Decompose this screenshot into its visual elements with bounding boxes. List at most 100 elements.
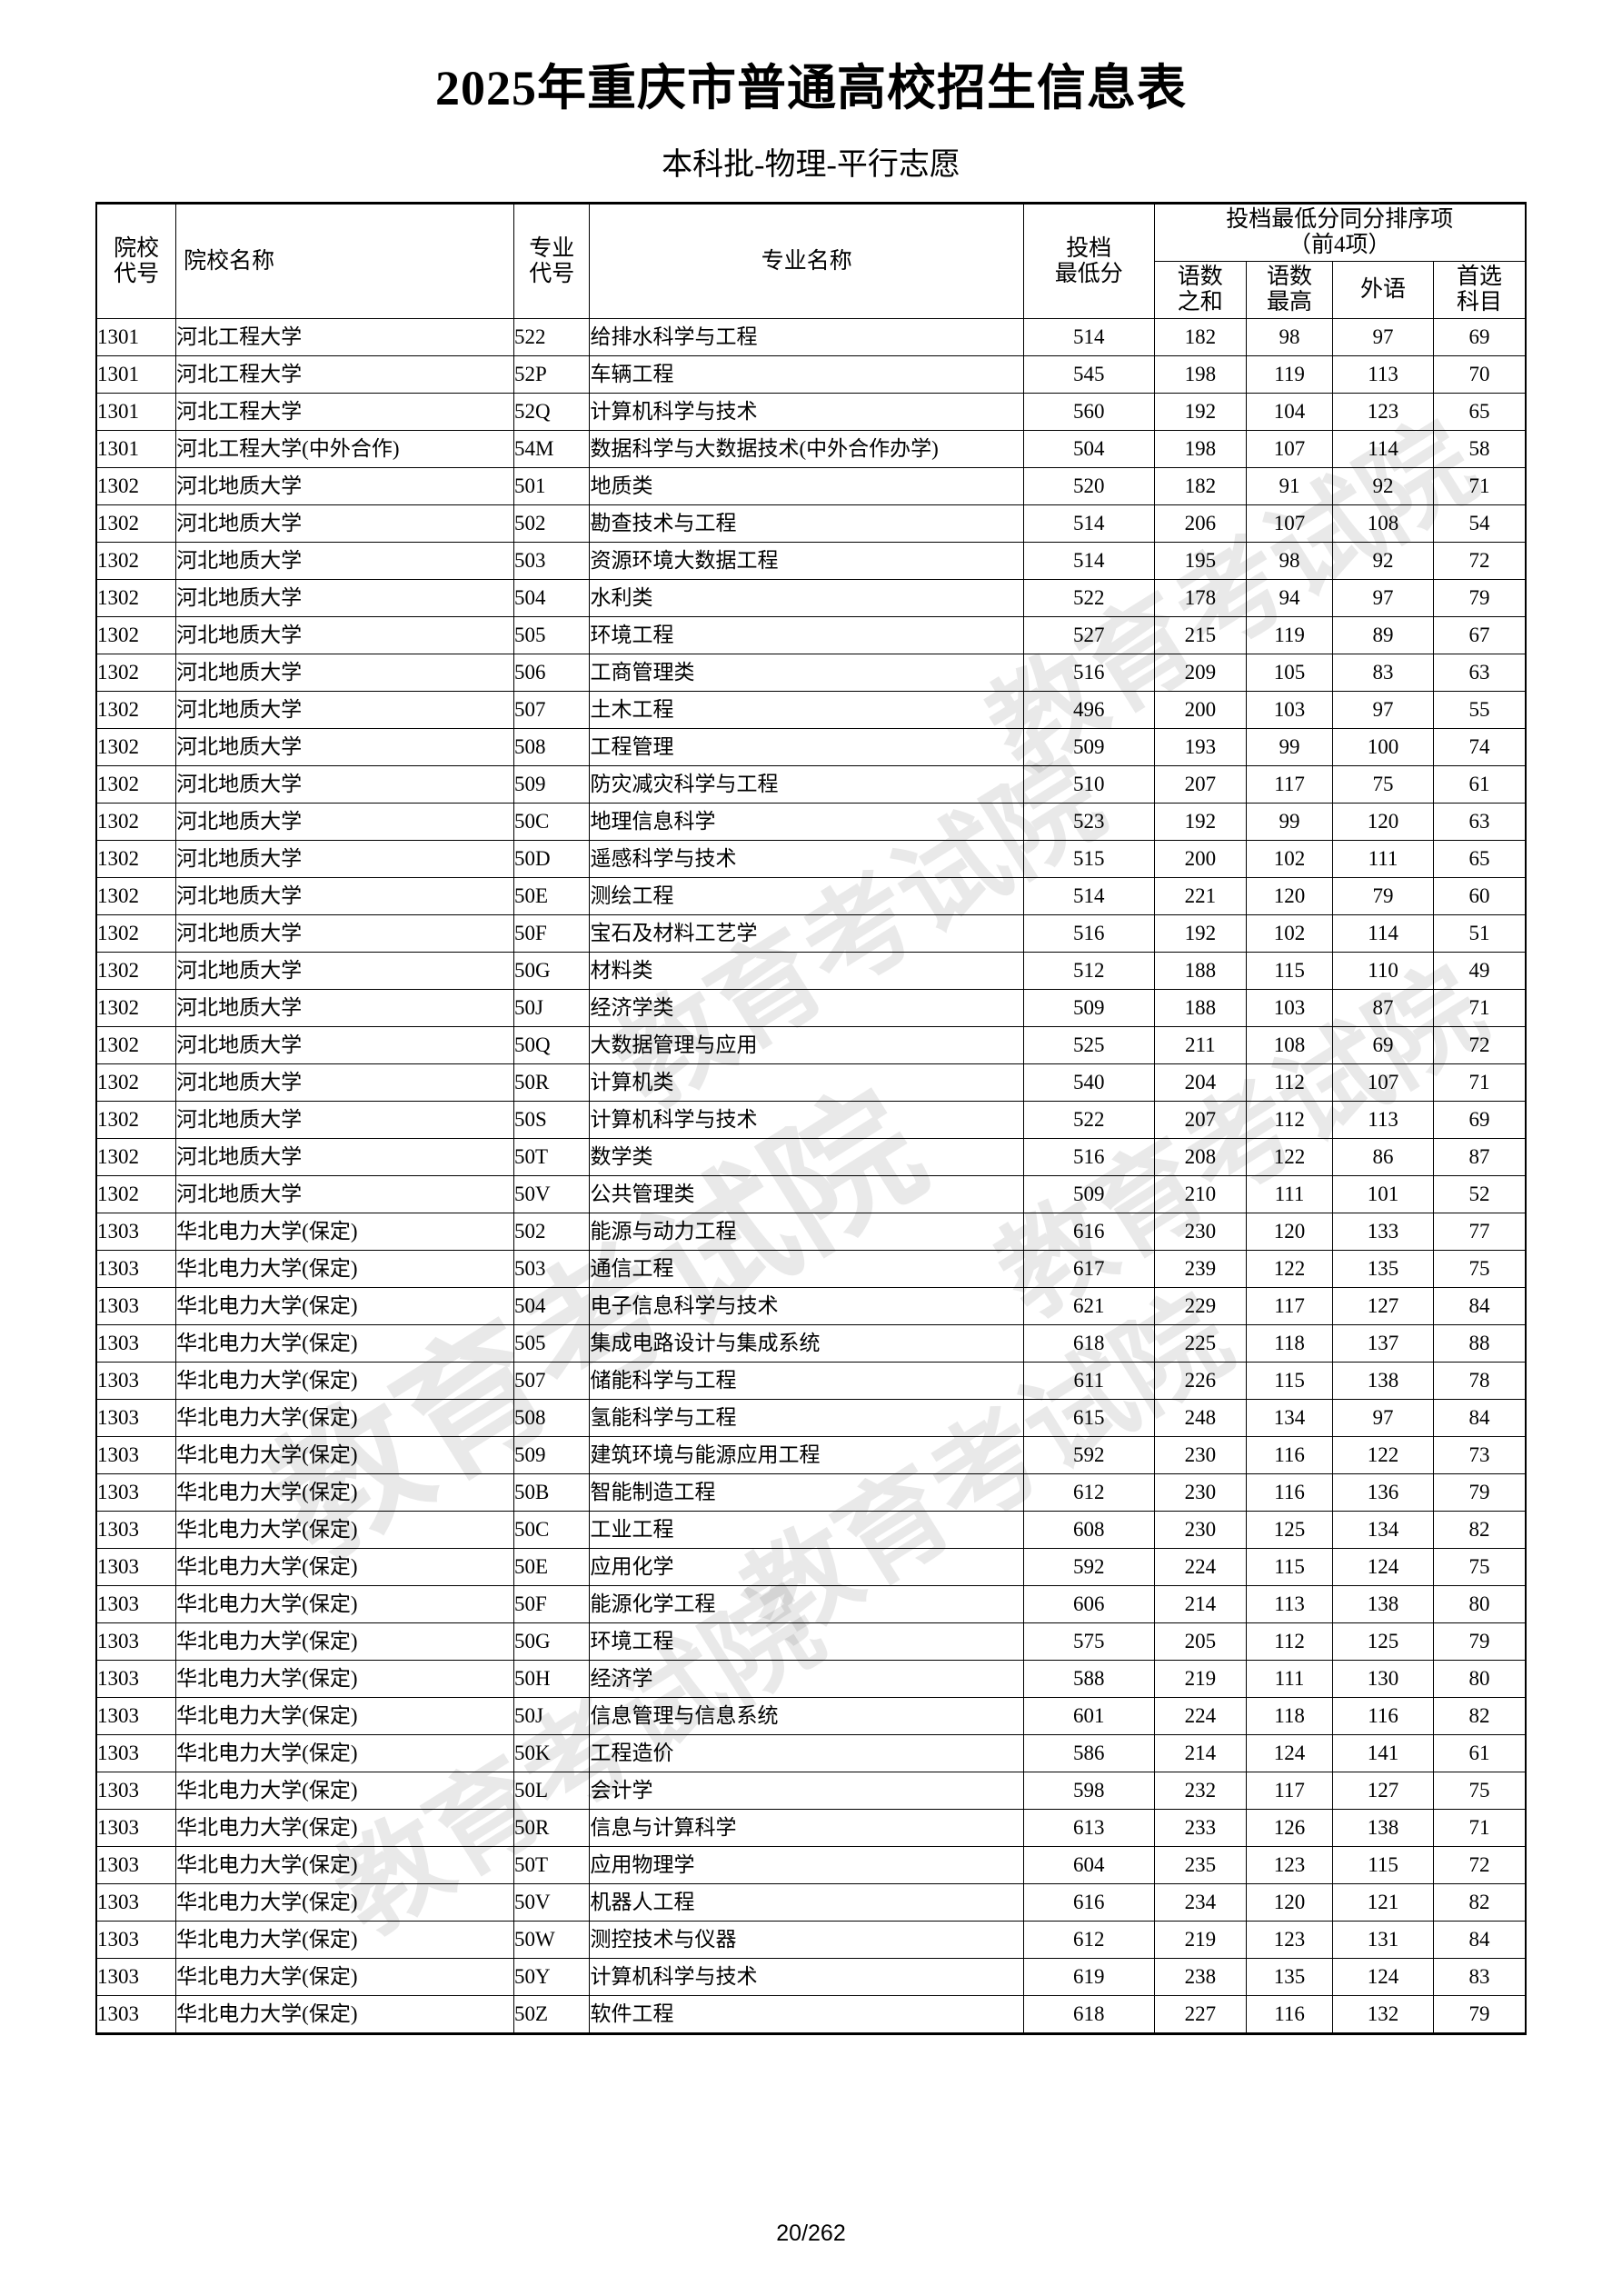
cell-first-choice-subject: 75 (1433, 1548, 1527, 1586)
cell-chinese-math-max: 112 (1246, 1622, 1334, 1661)
cell-min-score: 611 (1022, 1362, 1155, 1400)
page-subtitle: 本科批-物理-平行志愿 (662, 148, 960, 182)
cell-min-score: 509 (1022, 728, 1155, 766)
cell-major-name: 车辆工程 (589, 355, 1024, 394)
cell-min-score: 616 (1022, 1213, 1155, 1251)
page-title: 2025年重庆市普通高校招生信息表 (435, 61, 1187, 115)
cell-chinese-math-max: 134 (1246, 1399, 1334, 1437)
cell-foreign-language: 137 (1332, 1324, 1434, 1363)
cell-foreign-language: 133 (1332, 1213, 1434, 1251)
cell-major-name: 经济学类 (589, 989, 1024, 1027)
cell-foreign-language: 124 (1332, 1958, 1434, 1996)
cell-school-code: 1303 (95, 1809, 177, 1847)
cell-min-score: 606 (1022, 1585, 1155, 1623)
cell-min-score: 523 (1022, 803, 1155, 841)
cell-foreign-language: 108 (1332, 504, 1434, 543)
header-sub2-line2: 最高 (1267, 290, 1313, 314)
cell-chinese-math-max: 108 (1246, 1026, 1334, 1064)
cell-foreign-language: 111 (1332, 840, 1434, 878)
cell-major-code: 50C (513, 803, 591, 841)
cell-foreign-language: 130 (1332, 1660, 1434, 1698)
table-row: 1303 华北电力大学(保定) 502 能源与动力工程 616 230 120 133 77 (95, 1213, 1527, 1251)
cell-major-code: 50V (513, 1175, 591, 1213)
cell-chinese-math-sum: 232 (1153, 1772, 1248, 1810)
cell-chinese-math-max: 116 (1246, 1473, 1334, 1512)
cell-first-choice-subject: 84 (1433, 1399, 1527, 1437)
cell-min-score: 512 (1022, 952, 1155, 990)
cell-min-score: 525 (1022, 1026, 1155, 1064)
cell-major-code: 50E (513, 1548, 591, 1586)
cell-min-score: 504 (1022, 430, 1155, 468)
cell-min-score: 522 (1022, 1101, 1155, 1139)
cell-school-code: 1301 (95, 318, 177, 356)
admission-info-table: 院校 代号 院校名称 专业 代号 专业名称 投档 最低分 投档最低分同分排序项 (95, 202, 1527, 2035)
cell-foreign-language: 113 (1332, 355, 1434, 394)
cell-chinese-math-max: 119 (1246, 616, 1334, 654)
cell-major-name: 应用物理学 (589, 1846, 1024, 1884)
cell-school-code: 1303 (95, 1958, 177, 1996)
cell-school-code: 1303 (95, 1697, 177, 1735)
cell-school-name: 河北工程大学(中外合作) (175, 430, 515, 468)
cell-chinese-math-max: 135 (1246, 1958, 1334, 1996)
cell-school-name: 河北地质大学 (175, 765, 515, 804)
cell-school-code: 1302 (95, 1063, 177, 1102)
cell-first-choice-subject: 65 (1433, 840, 1527, 878)
cell-min-score: 522 (1022, 579, 1155, 617)
cell-first-choice-subject: 82 (1433, 1697, 1527, 1735)
cell-major-code: 50D (513, 840, 591, 878)
cell-major-name: 工商管理类 (589, 654, 1024, 692)
cell-first-choice-subject: 63 (1433, 654, 1527, 692)
cell-school-code: 1302 (95, 803, 177, 841)
cell-chinese-math-sum: 221 (1153, 877, 1248, 915)
cell-school-code: 1302 (95, 914, 177, 953)
cell-major-code: 508 (513, 1399, 591, 1437)
table-row: 1303 华北电力大学(保定) 50L 会计学 598 232 117 127 75 (95, 1772, 1527, 1810)
cell-foreign-language: 134 (1332, 1511, 1434, 1549)
cell-school-code: 1303 (95, 1250, 177, 1288)
cell-major-code: 50Z (513, 1995, 591, 2035)
table-row: 1303 华北电力大学(保定) 50T 应用物理学 604 235 123 115 72 (95, 1846, 1527, 1884)
cell-school-name: 河北地质大学 (175, 616, 515, 654)
table-row: 1303 华北电力大学(保定) 50Y 计算机科学与技术 619 238 135 124 83 (95, 1958, 1527, 1996)
cell-min-score: 545 (1022, 355, 1155, 394)
cell-first-choice-subject: 74 (1433, 728, 1527, 766)
cell-major-name: 水利类 (589, 579, 1024, 617)
cell-major-name: 工程造价 (589, 1734, 1024, 1772)
cell-major-code: 52P (513, 355, 591, 394)
table-row: 1302 河北地质大学 507 土木工程 496 200 103 97 55 (95, 691, 1527, 729)
cell-school-name: 华北电力大学(保定) (175, 1772, 515, 1810)
cell-chinese-math-max: 113 (1246, 1585, 1334, 1623)
cell-major-code: 504 (513, 1287, 591, 1325)
table-row: 1301 河北工程大学(中外合作) 54M 数据科学与大数据技术(中外合作办学) 504… (95, 430, 1527, 468)
cell-chinese-math-max: 115 (1246, 952, 1334, 990)
cell-chinese-math-sum: 178 (1153, 579, 1248, 617)
cell-major-code: 50R (513, 1063, 591, 1102)
cell-chinese-math-max: 102 (1246, 914, 1334, 953)
cell-min-score: 617 (1022, 1250, 1155, 1288)
cell-major-name: 勘查技术与工程 (589, 504, 1024, 543)
cell-major-code: 50T (513, 1846, 591, 1884)
table-row: 1303 华北电力大学(保定) 509 建筑环境与能源应用工程 592 230 116 122… (95, 1436, 1527, 1474)
cell-first-choice-subject: 70 (1433, 355, 1527, 394)
cell-school-code: 1302 (95, 1026, 177, 1064)
cell-chinese-math-max: 118 (1246, 1697, 1334, 1735)
cell-foreign-language: 115 (1332, 1846, 1434, 1884)
table-row: 1302 河北地质大学 509 防灾减灾科学与工程 510 207 117 75 61 (95, 765, 1527, 804)
cell-school-code: 1302 (95, 989, 177, 1027)
cell-school-code: 1302 (95, 765, 177, 804)
cell-first-choice-subject: 72 (1433, 542, 1527, 580)
cell-first-choice-subject: 88 (1433, 1324, 1527, 1363)
cell-chinese-math-max: 111 (1246, 1175, 1334, 1213)
cell-min-score: 612 (1022, 1473, 1155, 1512)
cell-min-score: 604 (1022, 1846, 1155, 1884)
cell-school-name: 河北地质大学 (175, 691, 515, 729)
cell-chinese-math-sum: 230 (1153, 1511, 1248, 1549)
cell-major-code: 502 (513, 1213, 591, 1251)
cell-school-name: 河北地质大学 (175, 654, 515, 692)
table-row: 1303 华北电力大学(保定) 50E 应用化学 592 224 115 124 75 (95, 1548, 1527, 1586)
cell-min-score: 515 (1022, 840, 1155, 878)
cell-school-name: 河北地质大学 (175, 579, 515, 617)
cell-first-choice-subject: 73 (1433, 1436, 1527, 1474)
cell-first-choice-subject: 61 (1433, 1734, 1527, 1772)
cell-major-name: 软件工程 (589, 1995, 1024, 2035)
